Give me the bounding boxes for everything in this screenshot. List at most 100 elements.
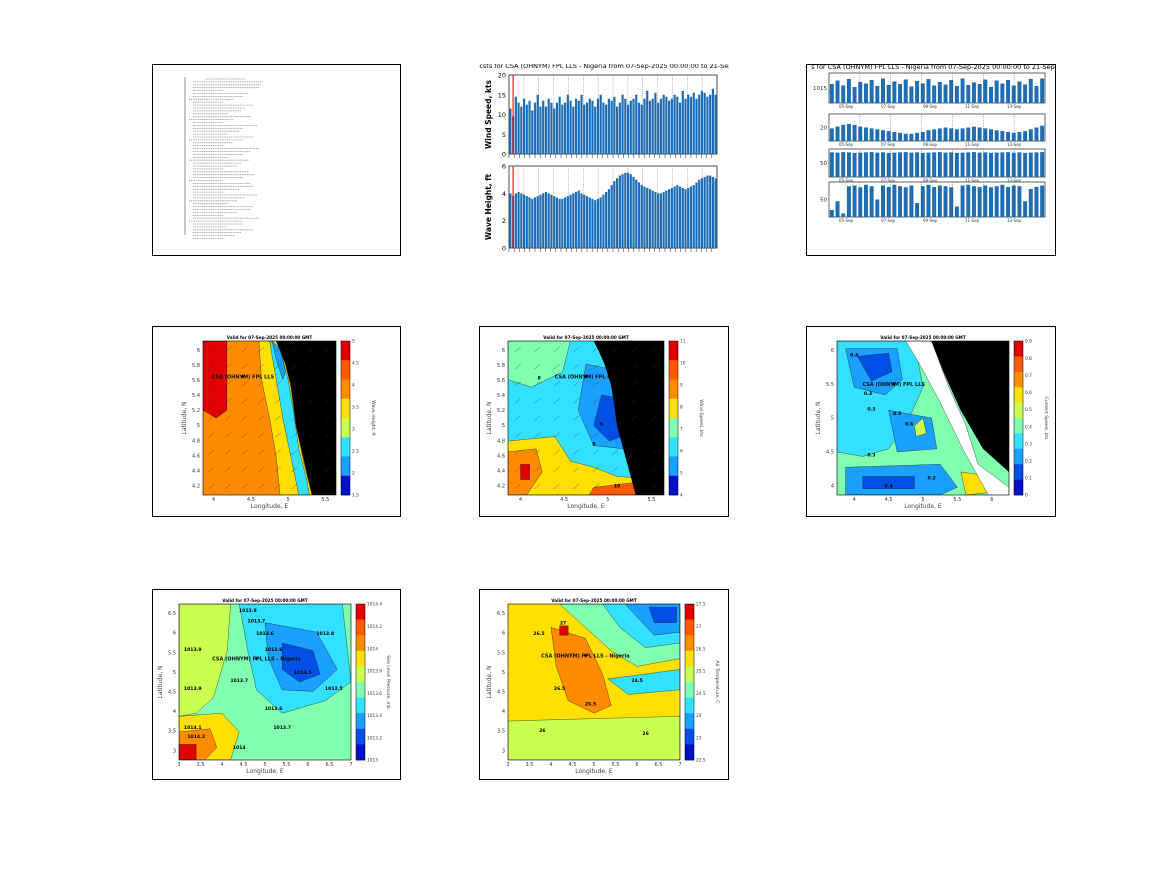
- wave-bar: [629, 174, 632, 248]
- multi-bar-bar: [841, 213, 846, 217]
- map-station-label: CSA (OHNYM) FPL LLS: [555, 374, 618, 380]
- multi-bar-bar: [949, 187, 954, 217]
- wind-bar: [522, 98, 526, 154]
- map-wind-arrow: [573, 466, 580, 472]
- wave-bar: [662, 191, 665, 248]
- map-wind-arrow: [291, 415, 298, 421]
- multi-bar-bar: [960, 152, 965, 177]
- multi-bar-bar: [869, 80, 874, 103]
- map-xtick: 4.5: [247, 497, 255, 503]
- map-xlabel: Longitude, E: [251, 503, 289, 510]
- map-wind-arrow: [573, 346, 580, 353]
- map-colorbar-tick: 22.5: [696, 758, 706, 764]
- map-colorbar-swatch: [356, 713, 365, 730]
- map-colorbar-swatch: [1014, 464, 1023, 480]
- map-ytick: 5.8: [192, 363, 200, 369]
- map-wind-arrow: [651, 398, 658, 404]
- map-ytick: 4: [502, 709, 505, 715]
- map-xtick: 4: [519, 497, 522, 503]
- map-wind-arrow: [553, 381, 560, 387]
- map-xtick: 5.5: [953, 497, 961, 503]
- wave-bar: [514, 193, 517, 248]
- map-contour-region: [550, 627, 612, 714]
- multi-bar-bar: [1011, 185, 1016, 217]
- map-colorbar-swatch: [669, 360, 678, 380]
- wave-bar: [569, 194, 572, 248]
- wave-bar: [605, 191, 608, 248]
- map-colorbar-swatch: [685, 635, 694, 652]
- multi-bar-bar: [1034, 86, 1039, 103]
- map-wind-arrow: [258, 398, 265, 404]
- map-wind-arrow: [324, 381, 331, 387]
- map-colorbar-swatch: [1014, 402, 1023, 419]
- map-ytick: 6.5: [497, 611, 505, 617]
- wave-bar: [531, 198, 534, 248]
- multi-bar-bar: [898, 152, 903, 177]
- multi-bar-date-label: 13-Sep: [1007, 178, 1022, 183]
- wave-bar: [547, 193, 550, 248]
- map-axes-frame: [836, 340, 1010, 496]
- multi-bar-date-label: 11-Sep: [965, 104, 980, 109]
- multi-bar-bar: [915, 203, 920, 217]
- multi-bar-bar: [960, 185, 965, 217]
- wave-bar: [703, 176, 706, 248]
- multi-bar-bar: [875, 129, 880, 141]
- map-colorbar-swatch: [685, 682, 694, 698]
- map-colorbar-swatch: [669, 418, 678, 438]
- wave-bar: [591, 198, 594, 248]
- map-contour-label: 1013.7: [230, 678, 248, 684]
- map-wind-arrow: [631, 364, 638, 370]
- map-axes-frame: [202, 340, 337, 496]
- multi-bar-date-label: 11-Sep: [965, 178, 980, 183]
- wind-bar: [572, 106, 575, 154]
- map-colorbar-tick: 26.5: [696, 646, 706, 652]
- wind-wave-chart: Fcsts for CSA (OHNYM) FPL LLS - Nigeria …: [479, 64, 729, 253]
- multi-bar-bar: [966, 152, 971, 177]
- map-wind-arrow: [224, 346, 232, 353]
- wind-bar: [536, 94, 539, 154]
- wind-bar: [607, 98, 610, 154]
- map-wind-arrow: [573, 415, 580, 421]
- multi-bar-bar: [920, 152, 925, 177]
- map-xtick: 7: [349, 762, 352, 768]
- multi-bar-bar: [892, 132, 897, 141]
- map-ytick: 4.6: [497, 453, 505, 459]
- map-wind-arrow: [631, 483, 638, 490]
- map-colorbar-swatch: [341, 341, 350, 361]
- map-wind-arrow: [592, 449, 599, 455]
- map-ytick: 4.5: [497, 690, 505, 696]
- wind-bar: [509, 108, 512, 154]
- wave-bar: [657, 193, 660, 248]
- map-contour-region: [179, 604, 231, 717]
- multi-bar-bar: [954, 152, 959, 177]
- map-contour-label: 1014: [233, 745, 246, 751]
- multi-bar-date-label: 13-Sep: [1007, 104, 1022, 109]
- map-colorbar-tick: 5: [680, 471, 683, 477]
- multi-bar-bar: [852, 152, 857, 177]
- map-wind-arrow: [224, 483, 232, 490]
- multi-bar-bar: [875, 86, 880, 103]
- multi-bar-bar: [909, 86, 914, 103]
- map-wind-arrow: [631, 432, 638, 438]
- wind-bar: [698, 94, 701, 154]
- multi-bar-bar: [846, 152, 851, 177]
- map-wind-arrow: [208, 449, 215, 455]
- multi-bar-bar: [920, 186, 925, 217]
- map-wind-arrow: [274, 432, 281, 438]
- report-text-block: [189, 78, 263, 239]
- wind-bar: [577, 100, 580, 154]
- multi-bar-bar: [1028, 189, 1033, 217]
- map-wind-arrow: [553, 449, 560, 455]
- map-wind-arrow: [534, 398, 541, 404]
- map-contour-region: [648, 606, 677, 623]
- map-wind-arrow: [534, 381, 541, 387]
- multi-bar-bar: [977, 152, 982, 177]
- map-ytick: 5: [173, 670, 176, 676]
- map-ytick: 5.6: [497, 378, 505, 384]
- multi-bar-bar: [1017, 81, 1022, 103]
- map-wind-arrow: [514, 432, 521, 438]
- wave-bar: [621, 174, 624, 248]
- wind-bar: [640, 104, 643, 154]
- map-wind-arrow: [592, 432, 599, 438]
- multi-bar-bar: [1028, 152, 1033, 177]
